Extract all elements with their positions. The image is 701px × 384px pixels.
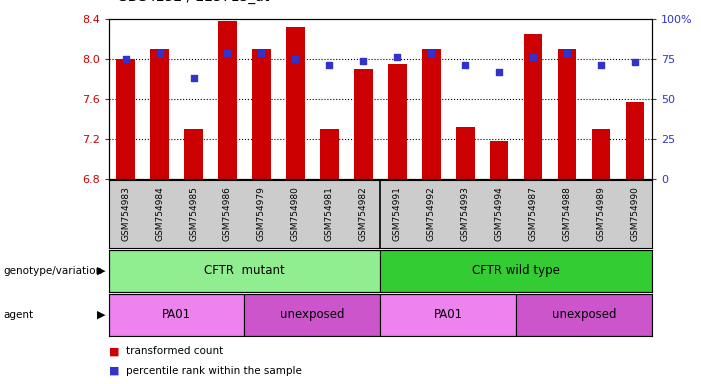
Bar [245,294,381,336]
Bar [218,21,237,179]
Point [562,50,573,56]
Text: GSM754994: GSM754994 [495,186,503,241]
Text: GDS4252 / 225713_at: GDS4252 / 225713_at [116,0,269,4]
Bar [354,69,373,179]
Bar [516,294,652,336]
Bar [456,127,475,179]
Point [154,50,165,56]
Text: CFTR  mutant: CFTR mutant [204,264,285,277]
Text: GSM754986: GSM754986 [223,186,232,241]
Text: GSM754981: GSM754981 [325,186,334,241]
Point [494,69,505,75]
Bar [109,294,245,336]
Bar [422,49,440,179]
Text: GSM754988: GSM754988 [562,186,571,241]
Text: transformed count: transformed count [126,346,224,356]
Bar [252,49,271,179]
Point [222,50,233,56]
Text: GSM754983: GSM754983 [121,186,130,241]
Point [392,55,403,61]
Bar [592,129,611,179]
Bar [320,129,339,179]
Text: percentile rank within the sample: percentile rank within the sample [126,366,302,376]
Bar [381,294,516,336]
Bar [524,34,543,179]
Text: PA01: PA01 [162,308,191,321]
Text: ▶: ▶ [97,310,105,320]
Text: ■: ■ [109,366,119,376]
Bar [286,27,305,179]
Text: ▶: ▶ [97,266,105,276]
Bar [381,250,652,292]
Point [256,50,267,56]
Point [595,62,606,68]
Point [120,56,131,62]
Text: CFTR wild type: CFTR wild type [472,264,560,277]
Text: GSM754985: GSM754985 [189,186,198,241]
Text: GSM754989: GSM754989 [597,186,606,241]
Text: genotype/variation: genotype/variation [4,266,102,276]
Bar [150,49,169,179]
Bar [625,102,644,179]
Point [188,75,199,81]
Point [629,59,641,65]
Bar [184,129,203,179]
Text: GSM754982: GSM754982 [359,186,368,241]
Point [358,58,369,64]
Text: agent: agent [4,310,34,320]
Point [290,56,301,62]
Bar [109,250,381,292]
Text: GSM754993: GSM754993 [461,186,470,241]
Text: ■: ■ [109,346,119,356]
Point [527,55,538,61]
Text: GSM754987: GSM754987 [529,186,538,241]
Point [460,62,471,68]
Text: PA01: PA01 [434,308,463,321]
Text: GSM754979: GSM754979 [257,186,266,241]
Point [426,50,437,56]
Bar [490,141,508,179]
Bar [116,59,135,179]
Bar [388,64,407,179]
Text: GSM754991: GSM754991 [393,186,402,241]
Text: unexposed: unexposed [280,308,345,321]
Text: unexposed: unexposed [552,308,616,321]
Text: GSM754980: GSM754980 [291,186,300,241]
Text: GSM754992: GSM754992 [427,186,436,241]
Text: GSM754990: GSM754990 [630,186,639,241]
Bar [558,49,576,179]
Point [324,62,335,68]
Text: GSM754984: GSM754984 [155,186,164,241]
